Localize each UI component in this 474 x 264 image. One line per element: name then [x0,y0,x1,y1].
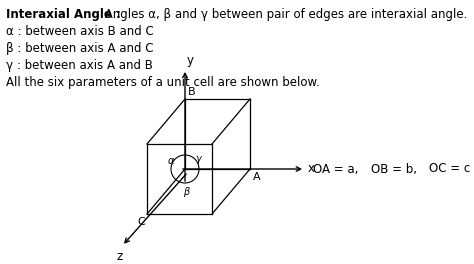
Text: y: y [187,54,194,67]
Text: C: C [137,217,145,227]
Text: β : between axis A and C: β : between axis A and C [6,42,154,55]
Text: $\alpha$: $\alpha$ [167,156,175,166]
Text: x: x [308,162,315,175]
Text: A: A [253,172,261,182]
Text: OC = c: OC = c [429,163,470,176]
Text: $\gamma$: $\gamma$ [195,154,203,166]
Text: Interaxial Angle :: Interaxial Angle : [6,8,121,21]
Text: α : between axis B and C: α : between axis B and C [6,25,154,38]
Text: All the six parameters of a unit cell are shown below.: All the six parameters of a unit cell ar… [6,76,320,89]
Text: $\beta$: $\beta$ [183,185,191,199]
Text: OB = b,: OB = b, [371,163,417,176]
Text: Angles α, β and γ between pair of edges are interaxial angle.: Angles α, β and γ between pair of edges … [101,8,467,21]
Text: z: z [117,250,123,263]
Text: γ : between axis A and B: γ : between axis A and B [6,59,153,72]
Text: B: B [188,87,196,97]
Text: OA = a,: OA = a, [313,163,358,176]
